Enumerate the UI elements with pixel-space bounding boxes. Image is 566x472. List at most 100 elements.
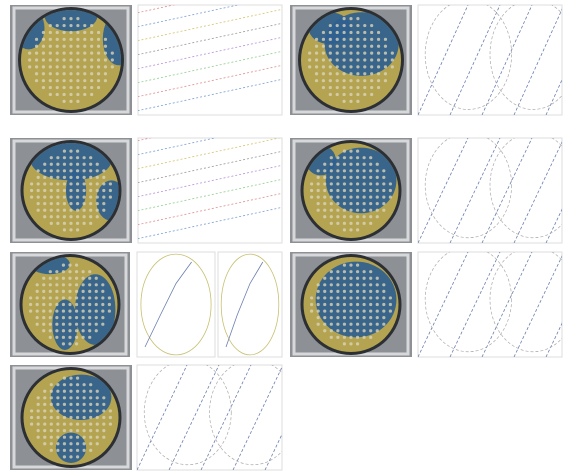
well-dot [349, 215, 352, 218]
well-dot [104, 38, 107, 41]
well-dot [376, 182, 379, 185]
well-dot [363, 195, 366, 198]
well-dot [49, 290, 52, 293]
well-dot [89, 209, 92, 212]
well-dot [62, 342, 65, 345]
well-dot [42, 31, 45, 34]
well-dot [68, 323, 71, 326]
well-dot [82, 290, 85, 293]
well-dot [329, 24, 332, 27]
well-dot [50, 156, 53, 159]
well-dot [343, 72, 346, 75]
well-dot [329, 65, 332, 68]
well-dot [343, 296, 346, 299]
well-dot [102, 176, 105, 179]
well-dot [315, 52, 318, 55]
well-dot [83, 409, 86, 412]
well-dot [49, 336, 52, 339]
well-dot [315, 79, 318, 82]
well-dot [75, 336, 78, 339]
well-dot [349, 228, 352, 231]
well-dot [356, 45, 359, 48]
well-dot [356, 72, 359, 75]
well-dot [88, 296, 91, 299]
well-dot [356, 228, 359, 231]
well-dot [108, 309, 111, 312]
well-dot [49, 38, 52, 41]
well-dot [49, 65, 52, 68]
well-dot [343, 52, 346, 55]
well-dot [323, 283, 326, 286]
well-dot [75, 296, 78, 299]
well-dot [317, 303, 320, 306]
well-dot [310, 182, 313, 185]
well-dot [363, 169, 366, 172]
well-dot [83, 403, 86, 406]
well-dot [50, 416, 53, 419]
well-dot [56, 176, 59, 179]
well-dot [343, 86, 346, 89]
well-dot [336, 24, 339, 27]
well-dot [56, 58, 59, 61]
well-dot [377, 31, 380, 34]
well-dot [382, 316, 385, 319]
well-dot [330, 195, 333, 198]
well-dot [343, 65, 346, 68]
well-dot [382, 283, 385, 286]
well-dot [69, 429, 72, 432]
well-dot [76, 202, 79, 205]
well-dot [336, 323, 339, 326]
well-dot [30, 182, 33, 185]
well-dot [96, 163, 99, 166]
well-dot [323, 277, 326, 280]
well-dot [89, 409, 92, 412]
well-dot [369, 163, 372, 166]
well-dot [42, 303, 45, 306]
well-dot [356, 169, 359, 172]
well-dot [349, 52, 352, 55]
well-dot [56, 52, 59, 55]
well-dot [317, 176, 320, 179]
well-dot [336, 202, 339, 205]
well-dot [370, 79, 373, 82]
well-dot [323, 323, 326, 326]
well-dot [63, 169, 66, 172]
well-dot [83, 24, 86, 27]
well-dot [56, 222, 59, 225]
well-dot [377, 72, 380, 75]
well-dot [96, 176, 99, 179]
well-dot [37, 182, 40, 185]
well-dot [50, 182, 53, 185]
well-dot [101, 303, 104, 306]
well-dot [343, 283, 346, 286]
well-dot [102, 422, 105, 425]
well-dot [82, 316, 85, 319]
well-dot [317, 283, 320, 286]
well-dot [83, 222, 86, 225]
well-dot [369, 215, 372, 218]
well-dot [75, 342, 78, 345]
well-dot [56, 93, 59, 96]
well-dot [330, 290, 333, 293]
well-dot [356, 270, 359, 273]
well-dot [356, 65, 359, 68]
well-dot [356, 189, 359, 192]
well-dot [75, 290, 78, 293]
well-dot [55, 323, 58, 326]
well-dot [376, 283, 379, 286]
well-dot [330, 176, 333, 179]
well-dot [330, 277, 333, 280]
well-dot [55, 270, 58, 273]
well-dot [83, 169, 86, 172]
well-dot [76, 156, 79, 159]
well-dot [36, 296, 39, 299]
well-dot [55, 290, 58, 293]
well-dot [63, 189, 66, 192]
dish-photo [10, 0, 135, 115]
well-dot [68, 303, 71, 306]
well-dot [343, 277, 346, 280]
well-dot [102, 202, 105, 205]
well-dot [89, 390, 92, 393]
well-dot [63, 65, 66, 68]
well-dot [109, 182, 112, 185]
